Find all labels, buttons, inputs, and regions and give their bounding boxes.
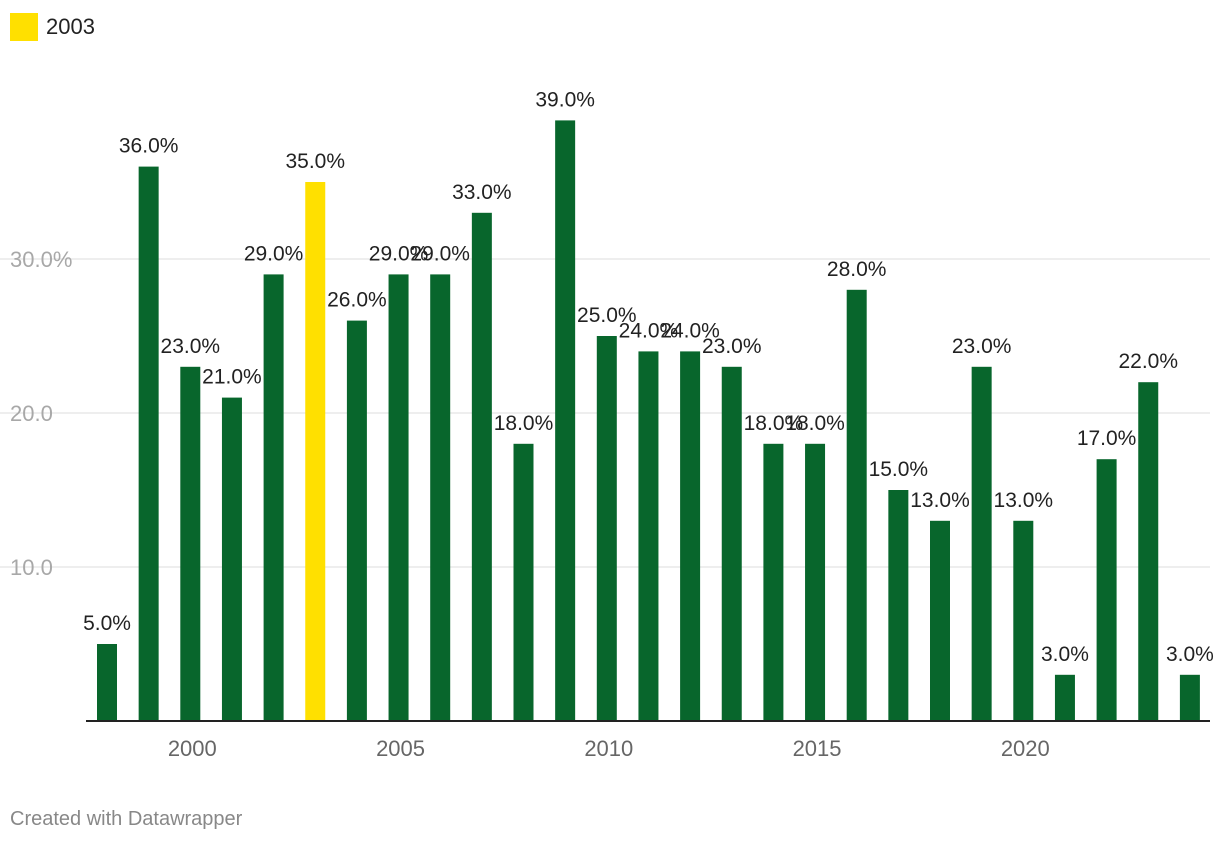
value-label: 3.0%	[1166, 643, 1214, 666]
legend-swatch	[10, 13, 38, 41]
value-label: 13.0%	[910, 489, 970, 512]
bar-2003	[305, 182, 326, 721]
bar-2006	[430, 274, 451, 721]
bar-2008	[513, 443, 534, 721]
value-label: 23.0%	[952, 335, 1012, 358]
value-label: 23.0%	[702, 335, 762, 358]
x-tick-label: 2000	[168, 736, 217, 761]
value-label: 15.0%	[869, 458, 929, 481]
y-tick-label: 10.0	[10, 555, 53, 580]
value-label: 29.0%	[410, 242, 470, 265]
legend: 2003	[10, 12, 95, 42]
bar-2007	[471, 212, 492, 722]
value-label: 24.0%	[619, 319, 679, 342]
bar-2018	[930, 520, 950, 721]
x-tick-label: 2020	[1001, 736, 1050, 761]
bar-2004	[346, 320, 367, 721]
bar-2023	[1138, 382, 1159, 721]
bar-2010	[596, 336, 617, 721]
bar-1998	[97, 644, 117, 721]
value-label: 26.0%	[327, 289, 387, 312]
bar-2015	[805, 443, 826, 721]
bar-2020	[1013, 520, 1034, 721]
bar-2011	[638, 351, 659, 721]
value-label: 3.0%	[1041, 643, 1089, 666]
value-label: 21.0%	[202, 366, 262, 389]
value-label: 33.0%	[452, 181, 512, 204]
value-label: 25.0%	[577, 304, 637, 327]
bar-2005	[388, 274, 409, 721]
value-label: 35.0%	[285, 150, 345, 173]
value-label: 28.0%	[827, 258, 887, 281]
value-label: 5.0%	[83, 612, 131, 635]
bar-2024	[1179, 674, 1200, 721]
value-label: 24.0%	[660, 319, 720, 342]
value-label: 17.0%	[1077, 427, 1137, 450]
value-label: 22.0%	[1118, 350, 1178, 373]
value-label: 18.0%	[785, 412, 845, 435]
x-tick-label: 2005	[376, 736, 425, 761]
bar-2016	[846, 289, 867, 721]
legend-label: 2003	[46, 14, 95, 39]
bar-2017	[888, 490, 909, 721]
bar-2021	[1054, 674, 1075, 721]
bar-2019	[971, 366, 992, 721]
value-label: 18.0%	[744, 412, 804, 435]
y-tick-label: 30.0%	[10, 247, 72, 272]
bar-2012	[680, 351, 701, 721]
bar-2002	[263, 274, 284, 721]
value-label: 29.0%	[244, 242, 304, 265]
bar-2014	[763, 443, 784, 721]
bar-2001	[221, 397, 242, 721]
bar-2000	[180, 366, 201, 721]
x-tick-label: 2010	[584, 736, 633, 761]
value-label: 18.0%	[494, 412, 554, 435]
x-tick-label: 2015	[793, 736, 842, 761]
bar-2009	[555, 120, 576, 721]
value-label: 29.0%	[369, 242, 429, 265]
y-tick-label: 20.0	[10, 401, 53, 426]
credit-text: Created with Datawrapper	[10, 808, 243, 830]
value-label: 13.0%	[994, 489, 1054, 512]
value-label: 23.0%	[161, 335, 221, 358]
value-label: 36.0%	[119, 135, 179, 158]
value-label: 39.0%	[535, 88, 595, 111]
bar-2022	[1096, 459, 1117, 721]
bar-2013	[721, 366, 742, 721]
bar-1999	[138, 166, 159, 722]
